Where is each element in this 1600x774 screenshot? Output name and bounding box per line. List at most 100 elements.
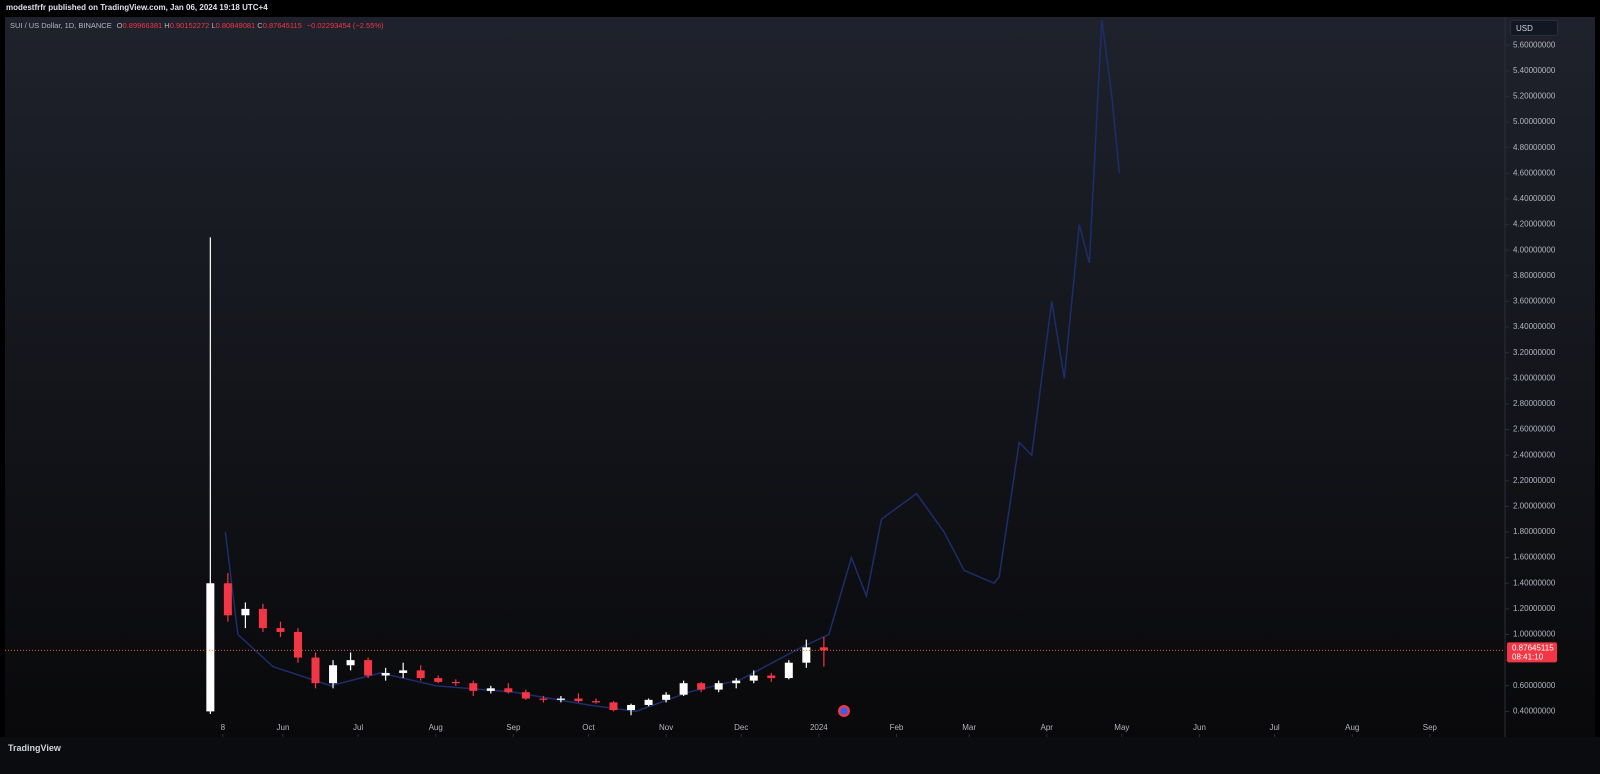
candle-body xyxy=(329,665,338,684)
candle-body xyxy=(223,583,232,616)
ohlc-key: H xyxy=(164,21,170,30)
y-tick-label: 3.00000000 xyxy=(1513,373,1556,382)
candle-body xyxy=(364,660,373,676)
x-tick-label: Sep xyxy=(506,723,521,732)
candle-body xyxy=(679,683,688,695)
ohlc-value: 0.89966381 xyxy=(122,21,163,30)
x-tick-label: Oct xyxy=(582,723,595,732)
y-tick-label: 4.20000000 xyxy=(1513,220,1556,229)
candle-body xyxy=(609,702,618,711)
ohlc-key: O xyxy=(116,21,123,30)
x-tick-label: Aug xyxy=(1345,723,1359,732)
candle-body xyxy=(749,675,758,681)
candle-body xyxy=(258,608,267,629)
overlay-line xyxy=(224,19,1121,713)
y-tick-label: 0.40000000 xyxy=(1513,706,1556,715)
y-tick-label: 4.40000000 xyxy=(1513,194,1556,203)
candle-body xyxy=(469,683,478,691)
x-tick-label: Jun xyxy=(1193,723,1206,732)
ohlc-value: 0.80849081 xyxy=(215,21,256,30)
y-tick-label: 1.00000000 xyxy=(1513,630,1556,639)
candle-body xyxy=(574,698,583,702)
last-price-box xyxy=(1507,642,1557,663)
plot-background xyxy=(5,17,1595,737)
candle-body xyxy=(627,704,636,711)
y-tick-label: 2.20000000 xyxy=(1513,476,1556,485)
y-tick-label: 1.40000000 xyxy=(1513,578,1556,587)
x-tick-label: Feb xyxy=(890,723,904,732)
y-tick-label: 2.80000000 xyxy=(1513,399,1556,408)
candle-body xyxy=(556,698,565,700)
event-icon-inner xyxy=(840,707,848,715)
ohlc-key: C xyxy=(257,21,263,30)
legend: SUI / US Dollar, 1D, BINANCE O0.89966381… xyxy=(10,21,384,30)
y-tick-label: 5.20000000 xyxy=(1513,92,1556,101)
candle-body xyxy=(819,647,828,651)
candle-body xyxy=(434,678,443,682)
y-tick-label: 2.00000000 xyxy=(1513,502,1556,511)
change: −0.02293454 (−2.55%) xyxy=(306,21,384,30)
publisher: modestfrfr published on TradingView.com,… xyxy=(6,3,268,12)
last-price-label: 0.87645115 xyxy=(1512,643,1554,652)
y-tick-label: 3.60000000 xyxy=(1513,297,1556,306)
candle-body xyxy=(644,699,653,705)
candle-body xyxy=(802,647,811,663)
candle-body xyxy=(504,688,513,693)
x-tick-label: Jul xyxy=(353,723,363,732)
candle-body xyxy=(521,692,530,699)
y-tick-label: 1.80000000 xyxy=(1513,527,1556,536)
y-tick-label: 3.80000000 xyxy=(1513,271,1556,280)
x-tick-label: 2024 xyxy=(810,723,828,732)
candle-body xyxy=(416,670,425,679)
x-tick-label: Sep xyxy=(1423,723,1438,732)
candle-body xyxy=(346,660,355,666)
candle-body xyxy=(697,683,706,690)
y-tick-label: 4.80000000 xyxy=(1513,143,1556,152)
y-tick-label: 5.00000000 xyxy=(1513,117,1556,126)
candle-body xyxy=(241,608,250,616)
candle-body xyxy=(276,628,285,632)
countdown: 08:41:10 xyxy=(1512,652,1544,661)
y-tick-label: 5.60000000 xyxy=(1513,40,1556,49)
y-tick-label: 2.40000000 xyxy=(1513,450,1556,459)
candle-body xyxy=(399,670,408,673)
y-tick-label: 3.20000000 xyxy=(1513,348,1556,357)
y-tick-label: 0.60000000 xyxy=(1513,681,1556,690)
ohlc: O0.89966381 H0.90152272 L0.80849081 C0.8… xyxy=(117,21,302,30)
candle-body xyxy=(381,672,390,676)
x-tick-label: 8 xyxy=(221,723,226,732)
candle-body xyxy=(311,657,320,684)
ohlc-value: 0.87645115 xyxy=(262,21,302,30)
candle-body xyxy=(767,675,776,679)
x-tick-label: May xyxy=(1114,723,1129,732)
candle-body xyxy=(784,662,793,679)
x-tick-label: Apr xyxy=(1041,723,1054,732)
y-tick-label: 5.40000000 xyxy=(1513,66,1556,75)
chart: 0.400000000.600000000.800000001.00000000… xyxy=(5,17,1595,737)
x-tick-label: Mar xyxy=(962,723,976,732)
candle-body xyxy=(486,688,495,691)
candle-body xyxy=(662,694,671,700)
y-tick-label: 4.00000000 xyxy=(1513,245,1556,254)
ohlc-value: 0.90152272 xyxy=(169,21,210,30)
header-bar: modestfrfr published on TradingView.com,… xyxy=(0,0,1600,17)
x-tick-label: Nov xyxy=(659,723,673,732)
x-tick-label: Aug xyxy=(429,723,443,732)
currency-button[interactable]: USD xyxy=(1510,20,1558,36)
y-tick-label: 2.60000000 xyxy=(1513,425,1556,434)
candle-body xyxy=(732,680,741,684)
y-tick-label: 4.60000000 xyxy=(1513,168,1556,177)
ohlc-key: L xyxy=(211,21,216,30)
x-tick-label: Dec xyxy=(734,723,748,732)
brand: TradingView xyxy=(8,743,61,753)
footer xyxy=(0,737,1600,774)
candle-body xyxy=(451,681,460,684)
candle-body xyxy=(206,583,215,712)
candle-body xyxy=(539,698,548,700)
candle-body xyxy=(714,683,723,690)
symbol: SUI / US Dollar, 1D, BINANCE xyxy=(10,21,112,30)
y-tick-label: 1.60000000 xyxy=(1513,553,1556,562)
y-tick-label: 1.20000000 xyxy=(1513,604,1556,613)
y-tick-label: 3.40000000 xyxy=(1513,322,1556,331)
